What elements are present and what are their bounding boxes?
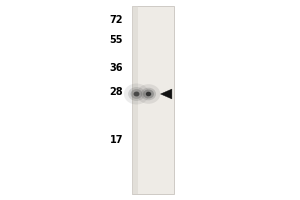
Text: 28: 28 [110,87,123,97]
Text: 36: 36 [110,63,123,73]
Text: 17: 17 [110,135,123,145]
Bar [132,6,174,194]
Ellipse shape [130,89,142,99]
Text: 72: 72 [110,15,123,25]
Ellipse shape [146,92,151,96]
Ellipse shape [124,84,149,104]
Ellipse shape [141,88,156,100]
Ellipse shape [143,89,154,99]
Ellipse shape [134,92,140,96]
Ellipse shape [128,87,145,101]
Bar [132,6,138,194]
Ellipse shape [137,84,160,104]
Text: 55: 55 [110,35,123,45]
Polygon shape [160,89,172,99]
